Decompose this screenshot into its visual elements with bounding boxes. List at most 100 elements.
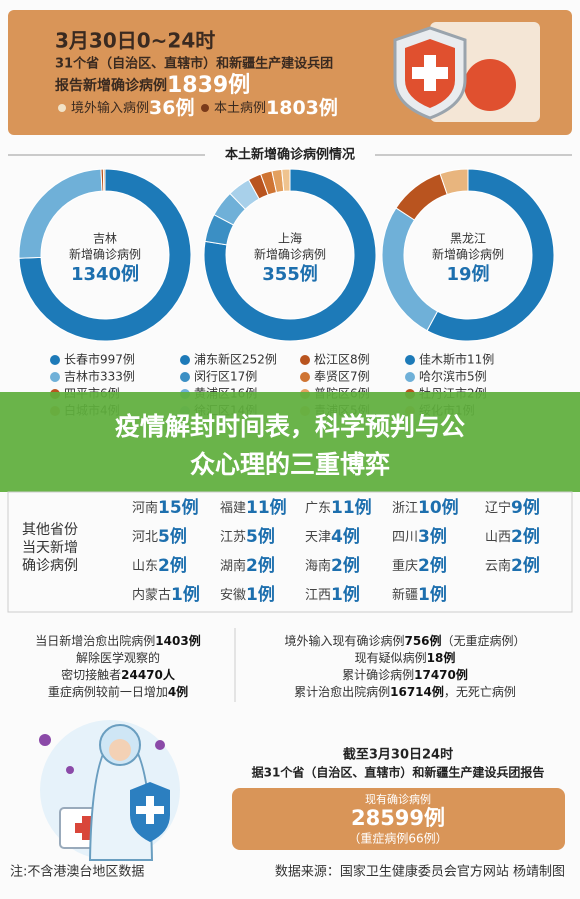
province: 山东2例: [132, 555, 187, 576]
report-total: 1839例: [167, 73, 250, 98]
legend-dot: [405, 372, 415, 382]
stat-value: 1403例: [155, 633, 200, 648]
province-name: 新疆: [392, 587, 418, 603]
province-name: 天津: [305, 530, 331, 545]
legend-label: 长春市997例: [64, 352, 135, 367]
province-name: 海南: [305, 558, 331, 574]
stat-text: 现有疑似病例: [355, 650, 427, 665]
stat-text: 解除医学观察的: [76, 650, 160, 665]
banner: 疫情解封时间表，科学预判与公 众心理的三重博弈: [0, 392, 580, 492]
province-count: 1例: [171, 584, 200, 605]
province-count: 1例: [418, 584, 447, 605]
province: 江苏5例: [220, 526, 275, 547]
donut-segment: [439, 168, 469, 196]
donut-segment: [18, 168, 192, 342]
summary-line: 据31个省（自治区、直辖市）和新疆生产建设兵团报告: [252, 765, 545, 780]
province-count: 1例: [331, 584, 360, 605]
summary-line: 截至3月30日24时: [343, 747, 453, 763]
others-label: 其他省份: [22, 522, 78, 538]
donut-region: 上海: [278, 231, 302, 246]
province: 广东11例: [305, 497, 372, 518]
stat-text: （无重症病例）: [442, 633, 526, 648]
province-count: 9例: [511, 497, 540, 518]
donut-segment: [426, 168, 555, 342]
legend-dot: [50, 355, 60, 365]
stat-value: 4例: [168, 684, 188, 699]
province-count: 11例: [331, 497, 372, 518]
header-report: 报告新增确诊病例1839例: [55, 73, 250, 98]
province-count: 2例: [246, 555, 275, 576]
province-count: 1例: [246, 584, 275, 605]
province: 福建11例: [220, 497, 287, 518]
province-name: 江西: [305, 588, 331, 603]
report-label: 报告新增确诊病例: [55, 77, 167, 94]
donut-segment: [102, 168, 106, 192]
legend-label: 松江区8例: [314, 353, 370, 367]
local-label: 本土病例: [214, 101, 266, 116]
others-label: 当天新增: [22, 540, 78, 556]
legend-dot: [405, 355, 415, 365]
province: 四川3例: [392, 526, 447, 547]
banner-line: 众心理的三重博弈: [190, 450, 390, 479]
stat-line: 解除医学观察的: [76, 650, 160, 665]
header-illustration: [393, 22, 540, 122]
stat-value: 17470例: [414, 667, 468, 682]
province-name: 辽宁: [485, 500, 511, 516]
donut-region: 黑龙江: [450, 232, 486, 246]
legend-label: 吉林市333例: [64, 369, 135, 384]
stat-text: 密切接触者: [61, 667, 121, 682]
province-name: 河南: [132, 500, 158, 516]
bullet: [58, 104, 66, 112]
banner-line: 疫情解封时间表，科学预判与公: [115, 412, 465, 441]
province-name: 江苏: [220, 529, 246, 545]
stat-text: 境外输入现有确诊病例: [284, 633, 404, 648]
donut-total: 1340例: [71, 263, 139, 285]
province: 新疆1例: [392, 584, 447, 605]
legend-dot: [180, 372, 190, 382]
province-count: 2例: [331, 555, 360, 576]
donut-segment: [281, 168, 291, 192]
province-count: 2例: [511, 555, 540, 576]
province-name: 山东: [132, 559, 158, 574]
province: 安徽1例: [220, 584, 275, 605]
province: 江西1例: [305, 584, 360, 605]
box-total: 28599例: [351, 806, 445, 830]
province-name: 内蒙古: [132, 587, 171, 603]
province: 内蒙古1例: [132, 584, 200, 605]
stat-value: 18例: [427, 650, 456, 665]
stats: 当日新增治愈出院病例1403例解除医学观察的密切接触者24470人重症病例较前一…: [35, 633, 525, 699]
legend-label: 奉贤区7例: [314, 370, 370, 384]
stat-text: 当日新增治愈出院病例: [35, 633, 155, 648]
donut-subtitle: 新增确诊病例: [432, 247, 504, 262]
province-count: 4例: [331, 526, 360, 547]
footer-note: 注:不含港澳台地区数据: [10, 864, 144, 880]
province-name: 重庆: [392, 558, 418, 574]
province: 河南15例: [132, 497, 199, 518]
stat-value: 756例: [404, 633, 441, 648]
stat-line: 重症病例较前一日增加4例: [48, 684, 188, 699]
legend-dot: [50, 372, 60, 382]
province-count: 15例: [158, 497, 199, 518]
province-name: 浙江: [392, 501, 418, 516]
legend-dot: [180, 355, 190, 365]
province-name: 山西: [485, 530, 511, 545]
legend-label: 闵行区17例: [194, 369, 257, 384]
donut-segment: [203, 168, 377, 342]
donut-subtitle: 新增确诊病例: [69, 247, 141, 262]
legend-dot: [300, 355, 310, 365]
stat-text: ，无死亡病例: [444, 684, 516, 699]
stat-line: 当日新增治愈出院病例1403例: [35, 633, 200, 648]
province: 河北5例: [132, 526, 187, 547]
doctor-illustration: [39, 720, 180, 861]
province-name: 河北: [132, 530, 158, 545]
province: 辽宁9例: [485, 497, 540, 518]
others-box: [7, 491, 573, 613]
province: 海南2例: [305, 555, 360, 576]
province: 重庆2例: [392, 555, 447, 576]
legend-label: 浦东新区252例: [194, 352, 277, 367]
province-count: 2例: [158, 555, 187, 576]
stat-text: 累计治愈出院病例: [294, 684, 390, 699]
imported: 境外输入病例36例: [71, 96, 194, 119]
